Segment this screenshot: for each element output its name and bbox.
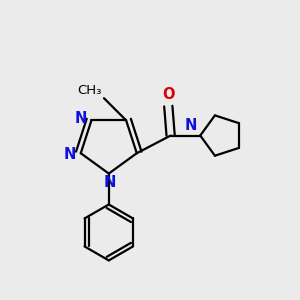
Text: N: N (64, 147, 76, 162)
Text: N: N (185, 118, 197, 133)
Text: CH₃: CH₃ (77, 84, 102, 97)
Text: O: O (162, 87, 175, 102)
Text: N: N (75, 111, 87, 126)
Text: N: N (104, 175, 116, 190)
